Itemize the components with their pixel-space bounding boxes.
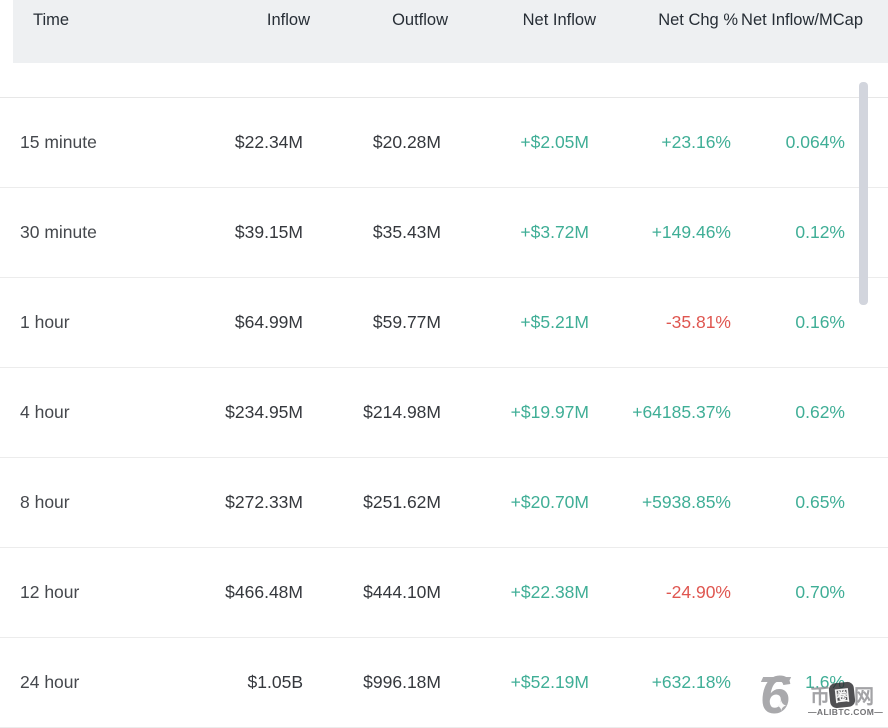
time-cell: 12 hour [20, 582, 80, 602]
net-chg-pct-cell: +5938.85% [641, 492, 731, 512]
net-inflow-mcap-cell: 0.70% [795, 582, 845, 602]
table-row[interactable]: 24 hour $1.05B $996.18M +$52.19M +632.18… [0, 638, 888, 728]
inflow-cell: $272.33M [225, 492, 303, 512]
outflow-cell: $20.28M [372, 132, 441, 152]
table-row[interactable]: 15 minute $22.34M $20.28M +$2.05M +23.16… [0, 98, 888, 188]
net-chg-pct-cell: +632.18% [651, 672, 731, 692]
column-header-net-inflow: Net Inflow [522, 11, 596, 29]
net-inflow-cell: +$19.97M [510, 402, 589, 422]
column-header-time: Time [33, 11, 70, 29]
table-row[interactable]: 1 hour $64.99M $59.77M +$5.21M -35.81% 0… [0, 278, 888, 368]
net-chg-pct-cell: +23.16% [661, 132, 731, 152]
outflow-cell: $444.10M [363, 582, 441, 602]
outflow-cell: $251.62M [363, 492, 441, 512]
column-header-net-chg-pct: Net Chg % [658, 11, 738, 29]
table-header-row: Time Inflow Outflow Net Inflow Net Chg %… [13, 0, 888, 63]
net-chg-pct-cell: -35.81% [665, 312, 731, 332]
vertical-scrollbar-thumb[interactable] [859, 82, 868, 305]
table-row[interactable]: 4 hour $234.95M $214.98M +$19.97M +64185… [0, 368, 888, 458]
net-inflow-mcap-cell: 0.12% [795, 222, 845, 242]
net-inflow-mcap-cell: 0.16% [795, 312, 845, 332]
net-chg-pct-cell: +149.46% [651, 222, 731, 242]
table-row[interactable]: 12 hour $466.48M $444.10M +$22.38M -24.9… [0, 548, 888, 638]
time-cell: 24 hour [20, 672, 80, 692]
inflow-cell: $1.05B [247, 672, 303, 692]
net-inflow-cell: +$3.72M [520, 222, 589, 242]
inflow-cell: $466.48M [225, 582, 303, 602]
outflow-cell: $59.77M [372, 312, 441, 332]
inflow-cell: $64.99M [234, 312, 303, 332]
column-header-net-inflow-mcap: Net Inflow/MCap [741, 11, 863, 29]
net-inflow-mcap-cell: 0.65% [795, 492, 845, 512]
net-inflow-cell: +$20.70M [510, 492, 589, 512]
outflow-cell: $35.43M [372, 222, 441, 242]
table-body: 15 minute $22.34M $20.28M +$2.05M +23.16… [0, 97, 888, 728]
time-cell: 1 hour [20, 312, 70, 332]
time-cell: 8 hour [20, 492, 70, 512]
time-cell: 30 minute [20, 222, 97, 242]
net-inflow-cell: +$52.19M [510, 672, 589, 692]
net-inflow-mcap-cell: 1.6% [805, 672, 845, 692]
net-chg-pct-cell: -24.90% [665, 582, 731, 602]
inflow-cell: $39.15M [234, 222, 303, 242]
table-row[interactable]: 8 hour $272.33M $251.62M +$20.70M +5938.… [0, 458, 888, 548]
inflow-cell: $22.34M [234, 132, 303, 152]
time-cell: 4 hour [20, 402, 70, 422]
outflow-cell: $996.18M [363, 672, 441, 692]
column-header-outflow: Outflow [392, 11, 448, 29]
net-chg-pct-cell: +64185.37% [632, 402, 731, 422]
table-row[interactable]: 30 minute $39.15M $35.43M +$3.72M +149.4… [0, 188, 888, 278]
net-inflow-cell: +$5.21M [520, 312, 589, 332]
time-cell: 15 minute [20, 132, 97, 152]
net-inflow-mcap-cell: 0.62% [795, 402, 845, 422]
net-inflow-cell: +$22.38M [510, 582, 589, 602]
inflow-cell: $234.95M [225, 402, 303, 422]
column-header-inflow: Inflow [266, 11, 310, 29]
net-inflow-cell: +$2.05M [520, 132, 589, 152]
net-inflow-mcap-cell: 0.064% [785, 132, 845, 152]
outflow-cell: $214.98M [363, 402, 441, 422]
